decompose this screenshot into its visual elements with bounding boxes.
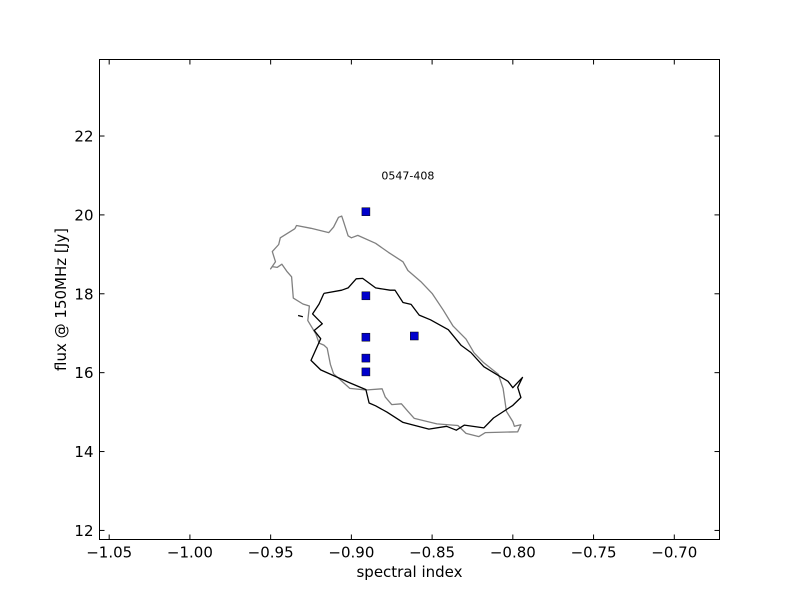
y-tick-label: 22	[74, 128, 93, 146]
ticks-layer: −1.05 −1.00 −0.95 −0.90 −0.85 −0.80 −0.75 −0.70…	[74, 59, 720, 562]
inner-contour	[310, 277, 524, 431]
y-tick-label: 20	[74, 206, 93, 224]
data-point	[361, 367, 371, 377]
y-tick-label: 14	[74, 443, 93, 461]
x-tick-label: −0.70	[651, 544, 697, 562]
data-point	[361, 353, 371, 363]
plot-layer	[269, 207, 524, 438]
y-tick-label: 12	[74, 522, 93, 540]
data-point	[361, 291, 371, 301]
y-axis-label: flux @ 150MHz [Jy]	[52, 228, 70, 371]
outer-contour	[269, 215, 522, 438]
y-tick-label: 18	[74, 285, 93, 303]
data-point	[361, 207, 371, 216]
x-tick-label: −0.85	[409, 544, 455, 562]
x-tick-label: −0.75	[571, 544, 617, 562]
x-tick-label: −1.00	[167, 544, 213, 562]
x-tick-label: −0.80	[490, 544, 536, 562]
x-tick-label: −0.95	[248, 544, 294, 562]
source-annotation: 0547-408	[381, 169, 434, 182]
x-axis-label: spectral index	[356, 563, 462, 581]
data-point	[361, 332, 371, 342]
data-point	[410, 331, 419, 341]
small-dash	[297, 314, 304, 318]
y-tick-label: 16	[74, 364, 93, 382]
axes-frame	[99, 59, 720, 540]
x-tick-label: −1.05	[86, 544, 132, 562]
x-tick-label: −0.90	[328, 544, 374, 562]
